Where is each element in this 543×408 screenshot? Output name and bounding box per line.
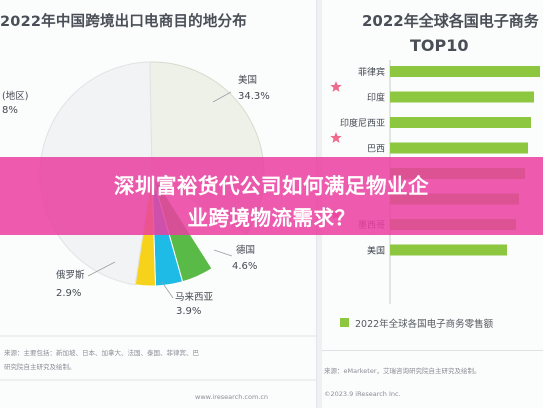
bar-label-7: 美国	[367, 245, 385, 257]
bar-0	[390, 66, 540, 77]
bar-3	[390, 142, 528, 154]
bar-divider	[322, 350, 543, 351]
pie-value-russia: 2.9%	[56, 288, 81, 299]
pie-footer: www.iresearch.com.cn	[195, 393, 269, 401]
pie-value-usa: 34.3%	[238, 91, 270, 102]
title-banner	[0, 157, 543, 235]
pie-label-russia: 俄罗斯	[56, 269, 85, 281]
bar-chart-title: 2022年全球各国电子商务	[362, 12, 539, 30]
bar-label-2: 印度尼西亚	[340, 117, 385, 129]
bar-label-1: 印度	[367, 92, 385, 104]
bar-footer: ©2023.9 iResearch Inc.	[324, 390, 401, 398]
bar-legend-swatch	[340, 318, 349, 327]
bar-star-0	[330, 81, 342, 92]
pie-value-germany: 4.6%	[232, 261, 257, 272]
pie-label-germany: 德国	[236, 244, 255, 256]
bar-legend-label: 2022年全球各国电子商务零售额	[355, 319, 494, 330]
bar-label-0: 菲律宾	[358, 66, 385, 78]
bar-2	[390, 117, 531, 128]
pie-value-malaysia: 3.9%	[176, 306, 201, 317]
bar-label-3: 巴西	[367, 144, 385, 155]
pie-leader-russia	[87, 261, 116, 277]
bar-source-note: 来源：eMarketer，艾瑞咨询研究院自主研究及绘制。	[324, 367, 481, 375]
pie-label-malaysia: 马来西亚	[175, 292, 214, 303]
pie-chart-title: 2022年中国跨境出口电商目的地分布	[0, 14, 247, 30]
banner-title-line-1: 深圳富裕货代公司如何满足物业企	[114, 174, 429, 198]
bar-7	[390, 244, 507, 256]
pie-label-usa: 美国	[238, 74, 257, 86]
pie-leader-usa	[212, 91, 232, 103]
bar-star-2	[330, 132, 342, 143]
bar-1	[390, 91, 534, 103]
pie-leader-malaysia	[161, 281, 174, 299]
pie-source-note-2: 研究院自主研究及绘制。	[4, 363, 76, 371]
pie-source-note: 来源：主要包括：新加坡、日本、加拿大、法国、泰国、菲律宾、巴	[4, 349, 199, 357]
pie-label-region: (地区)	[2, 90, 28, 102]
pie-leader-germany	[213, 249, 233, 257]
bar-chart-subtitle: TOP10	[410, 36, 469, 55]
pie-value-region: 8%	[2, 105, 18, 116]
banner-title-line-2: 业跨境物流需求？	[187, 206, 356, 230]
bar-tail-label-1: 印	[370, 238, 379, 250]
